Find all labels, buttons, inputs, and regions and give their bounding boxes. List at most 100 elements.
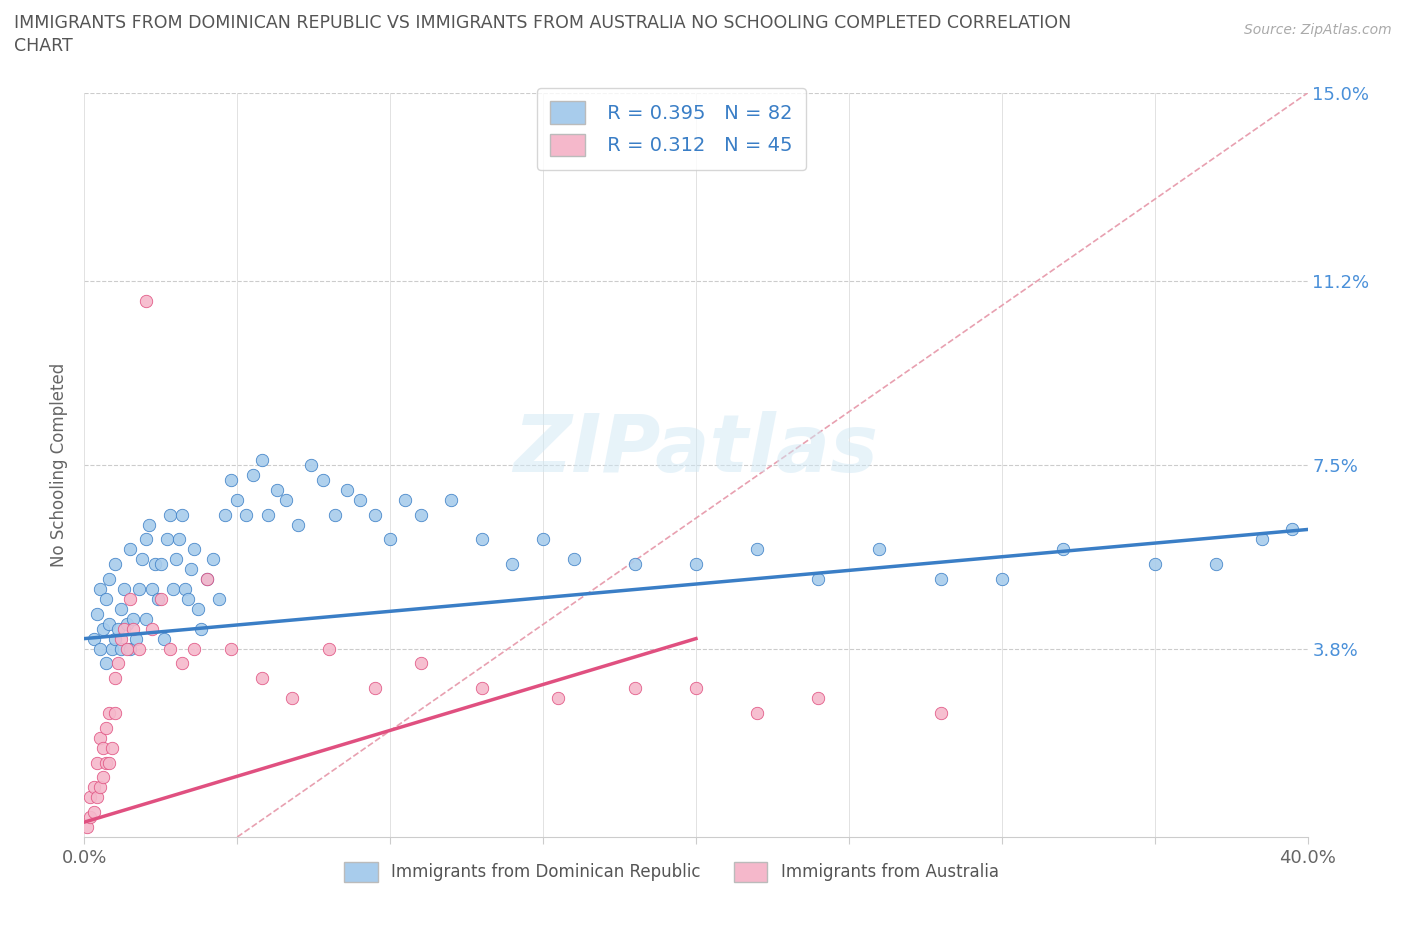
Point: [89, 641, 111, 656]
Point: [394, 492, 416, 507]
Point: [364, 507, 387, 522]
Point: [104, 671, 127, 685]
Point: [364, 681, 387, 696]
Point: [349, 492, 371, 507]
Point: [1281, 522, 1303, 537]
Point: [323, 507, 346, 522]
Point: [94, 755, 117, 770]
Point: [471, 532, 494, 547]
Point: [120, 542, 142, 557]
Point: [409, 507, 432, 522]
Point: [143, 557, 166, 572]
Point: [112, 621, 135, 636]
Point: [94, 591, 117, 606]
Point: [86, 790, 108, 804]
Point: [409, 656, 432, 671]
Point: [685, 681, 707, 696]
Point: [380, 532, 402, 547]
Point: [250, 671, 273, 685]
Point: [159, 641, 181, 656]
Point: [107, 656, 129, 671]
Point: [146, 591, 169, 606]
Point: [89, 730, 111, 745]
Point: [562, 551, 585, 566]
Text: ZIPatlas: ZIPatlas: [513, 411, 879, 489]
Legend: Immigrants from Dominican Republic, Immigrants from Australia: Immigrants from Dominican Republic, Immi…: [337, 856, 1005, 888]
Point: [183, 542, 205, 557]
Point: [991, 572, 1014, 587]
Point: [440, 492, 463, 507]
Text: CHART: CHART: [14, 37, 73, 55]
Point: [172, 507, 194, 522]
Point: [299, 458, 322, 472]
Point: [110, 631, 132, 646]
Point: [807, 691, 830, 706]
Point: [226, 492, 249, 507]
Point: [86, 755, 108, 770]
Point: [97, 617, 120, 631]
Point: [471, 681, 494, 696]
Point: [122, 621, 145, 636]
Point: [128, 641, 150, 656]
Point: [281, 691, 304, 706]
Point: [104, 706, 127, 721]
Point: [1143, 557, 1166, 572]
Point: [128, 581, 150, 596]
Point: [83, 631, 105, 646]
Point: [242, 468, 264, 483]
Point: [208, 591, 231, 606]
Point: [83, 804, 105, 819]
Point: [97, 572, 120, 587]
Point: [214, 507, 236, 522]
Point: [195, 572, 218, 587]
Point: [115, 641, 138, 656]
Point: [104, 557, 127, 572]
Point: [76, 819, 98, 834]
Point: [101, 740, 124, 755]
Point: [201, 551, 224, 566]
Point: [195, 572, 218, 587]
Point: [929, 706, 952, 721]
Point: [685, 557, 707, 572]
Point: [190, 621, 212, 636]
Point: [122, 611, 145, 626]
Point: [1205, 557, 1227, 572]
Point: [165, 551, 187, 566]
Point: [257, 507, 280, 522]
Point: [94, 656, 117, 671]
Point: [180, 562, 202, 577]
Point: [83, 780, 105, 795]
Y-axis label: No Schooling Completed: No Schooling Completed: [51, 363, 69, 567]
Point: [547, 691, 569, 706]
Point: [115, 617, 138, 631]
Point: [120, 641, 142, 656]
Point: [531, 532, 554, 547]
Point: [79, 790, 101, 804]
Point: [318, 641, 340, 656]
Point: [89, 780, 111, 795]
Point: [156, 532, 179, 547]
Point: [107, 621, 129, 636]
Point: [624, 557, 647, 572]
Point: [135, 294, 157, 309]
Point: [149, 557, 172, 572]
Point: [94, 721, 117, 736]
Point: [1052, 542, 1074, 557]
Point: [86, 606, 108, 621]
Point: [174, 581, 197, 596]
Point: [186, 602, 208, 617]
Point: [624, 681, 647, 696]
Point: [97, 755, 120, 770]
Point: [183, 641, 205, 656]
Point: [177, 591, 200, 606]
Point: [79, 810, 101, 825]
Point: [135, 532, 157, 547]
Point: [235, 507, 257, 522]
Point: [101, 641, 124, 656]
Point: [312, 472, 335, 487]
Point: [91, 740, 114, 755]
Point: [747, 542, 769, 557]
Text: Source: ZipAtlas.com: Source: ZipAtlas.com: [1244, 23, 1392, 37]
Point: [89, 581, 111, 596]
Point: [167, 532, 190, 547]
